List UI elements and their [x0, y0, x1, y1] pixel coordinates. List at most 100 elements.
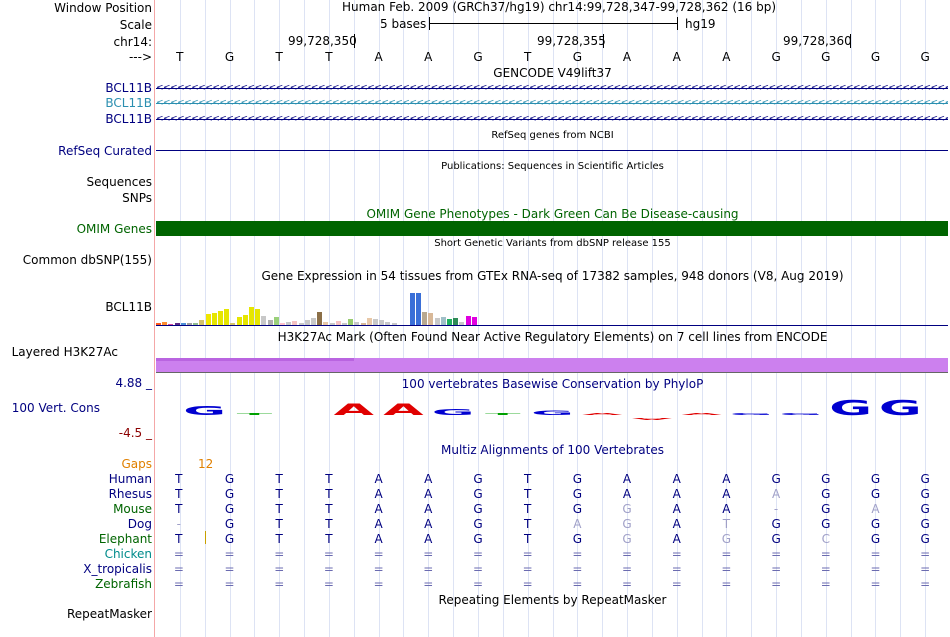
- gtex-tissue-bar[interactable]: [193, 323, 199, 325]
- gaps-label[interactable]: Gaps: [121, 457, 152, 471]
- gtex-track-title[interactable]: Gene Expression in 54 tissues from GTEx …: [261, 269, 844, 283]
- gtex-tissue-bar[interactable]: [434, 318, 440, 325]
- alignment-base: =: [920, 547, 931, 561]
- assembly-position-text[interactable]: Human Feb. 2009 (GRCh37/hg19) chr14:99,7…: [342, 0, 777, 14]
- gtex-tissue-bar[interactable]: [205, 314, 211, 325]
- omim-gene-bar[interactable]: [156, 221, 948, 236]
- species-label[interactable]: Mouse: [113, 502, 152, 516]
- gencode-label-2[interactable]: BCL11B: [105, 96, 152, 110]
- gtex-tissue-bar[interactable]: [267, 320, 273, 325]
- gtex-tissue-bar[interactable]: [224, 309, 230, 325]
- gtex-tissue-bar[interactable]: [255, 309, 261, 325]
- gtex-tissue-bar[interactable]: [354, 322, 360, 325]
- gtex-tissue-bar[interactable]: [366, 318, 372, 325]
- h3k27ac-label[interactable]: Layered H3K27Ac: [11, 345, 118, 359]
- gtex-tissue-bar[interactable]: [416, 293, 421, 325]
- cons-sequence-logo[interactable]: G T A A G T G AAA G G G G: [155, 390, 950, 430]
- gtex-tissue-bar[interactable]: [199, 320, 205, 325]
- h3k27ac-signal[interactable]: [156, 358, 948, 372]
- species-label[interactable]: X_tropicalis: [83, 562, 152, 576]
- grid-line: [801, 0, 802, 637]
- gencode-label-1[interactable]: BCL11B: [105, 81, 152, 95]
- gencode-transcript-3[interactable]: <<<<<<<<<<<<<<<<<<<<<<<<<<<<<<<<<<<<<<<<…: [156, 112, 948, 126]
- cons-logo-letter: A: [334, 400, 375, 419]
- gtex-tissue-bar[interactable]: [218, 311, 223, 325]
- gtex-tissue-bar[interactable]: [187, 323, 192, 325]
- gtex-tissue-bar[interactable]: [447, 319, 452, 325]
- gtex-tissue-bar[interactable]: [280, 323, 285, 325]
- refseq-track-title[interactable]: RefSeq genes from NCBI: [491, 130, 614, 141]
- gtex-tissue-bar[interactable]: [304, 320, 310, 325]
- gtex-baseline: [156, 325, 948, 326]
- publications-label-snps[interactable]: SNPs: [122, 191, 152, 205]
- gtex-tissue-bar[interactable]: [335, 321, 341, 325]
- gtex-bar-chart[interactable]: [156, 284, 948, 325]
- species-label[interactable]: Chicken: [104, 547, 152, 561]
- cons-track-title[interactable]: 100 vertebrates Basewise Conservation by…: [401, 377, 704, 391]
- gtex-tissue-bar[interactable]: [409, 293, 415, 325]
- refseq-gene-line[interactable]: [156, 150, 948, 151]
- gtex-tissue-bar[interactable]: [323, 322, 329, 325]
- gtex-tissue-bar[interactable]: [471, 317, 477, 325]
- gtex-tissue-bar[interactable]: [292, 321, 298, 325]
- repeatmasker-label[interactable]: RepeatMasker: [66, 607, 152, 621]
- gtex-tissue-bar[interactable]: [360, 323, 366, 325]
- alignment-base: A: [573, 517, 582, 531]
- gtex-tissue-bar[interactable]: [156, 323, 161, 325]
- gencode-transcript-2[interactable]: <<<<<<<<<<<<<<<<<<<<<<<<<<<<<<<<<<<<<<<<…: [156, 96, 948, 110]
- omim-track-title[interactable]: OMIM Gene Phenotypes - Dark Green Can Be…: [366, 207, 739, 221]
- gtex-tissue-bar[interactable]: [162, 322, 168, 325]
- gtex-tissue-bar[interactable]: [342, 323, 347, 325]
- gtex-tissue-bar[interactable]: [428, 313, 434, 325]
- gtex-tissue-bar[interactable]: [286, 322, 292, 325]
- refseq-label[interactable]: RefSeq Curated: [58, 144, 152, 158]
- species-label[interactable]: Zebrafish: [95, 577, 152, 591]
- gtex-tissue-bar[interactable]: [465, 316, 471, 325]
- gtex-tissue-bar[interactable]: [249, 307, 254, 325]
- gtex-tissue-bar[interactable]: [453, 318, 459, 325]
- gencode-track-title[interactable]: GENCODE V49lift37: [493, 66, 612, 80]
- dbsnp-track-title[interactable]: Short Genetic Variants from dbSNP releas…: [434, 238, 671, 249]
- gtex-tissue-bar[interactable]: [174, 323, 180, 325]
- reference-base: T: [523, 50, 532, 64]
- gtex-tissue-bar[interactable]: [273, 317, 279, 325]
- gtex-tissue-bar[interactable]: [168, 324, 174, 325]
- gtex-tissue-bar[interactable]: [348, 319, 354, 325]
- alignment-base: G: [473, 472, 483, 486]
- dbsnp-label[interactable]: Common dbSNP(155): [22, 253, 152, 267]
- repeatmasker-track-title[interactable]: Repeating Elements by RepeatMasker: [438, 593, 667, 607]
- gtex-tissue-bar[interactable]: [385, 322, 391, 325]
- publications-label-sequences[interactable]: Sequences: [86, 175, 152, 189]
- gtex-tissue-bar[interactable]: [379, 320, 385, 325]
- gtex-tissue-bar[interactable]: [298, 323, 304, 325]
- alignment-base: G: [771, 472, 781, 486]
- species-label[interactable]: Rhesus: [108, 487, 152, 501]
- gencode-label-3[interactable]: BCL11B: [105, 112, 152, 126]
- gtex-tissue-bar[interactable]: [422, 312, 428, 325]
- gtex-tissue-bar[interactable]: [261, 316, 267, 325]
- species-label[interactable]: Human: [108, 472, 152, 486]
- h3k27ac-track-title[interactable]: H3K27Ac Mark (Often Found Near Active Re…: [277, 330, 828, 344]
- species-label[interactable]: Elephant: [98, 532, 152, 546]
- gtex-tissue-bar[interactable]: [329, 323, 335, 325]
- coord-tick-label: 99,728,355: [537, 34, 606, 48]
- publications-track-title[interactable]: Publications: Sequences in Scientific Ar…: [441, 161, 664, 172]
- gencode-transcript-1[interactable]: <<<<<<<<<<<<<<<<<<<<<<<<<<<<<<<<<<<<<<<<…: [156, 81, 948, 95]
- gtex-tissue-bar[interactable]: [242, 315, 248, 325]
- gtex-tissue-bar[interactable]: [180, 323, 186, 325]
- gtex-tissue-bar[interactable]: [440, 317, 446, 325]
- gtex-label[interactable]: BCL11B: [105, 300, 152, 314]
- alignment-base: A: [424, 532, 433, 546]
- gtex-tissue-bar[interactable]: [311, 318, 316, 325]
- omim-label[interactable]: OMIM Genes: [76, 222, 152, 236]
- cons-label[interactable]: 100 Vert. Cons: [11, 401, 100, 415]
- gtex-tissue-bar[interactable]: [236, 317, 242, 325]
- gtex-tissue-bar[interactable]: [211, 313, 217, 325]
- gtex-tissue-bar[interactable]: [391, 323, 397, 325]
- gtex-tissue-bar[interactable]: [317, 312, 323, 325]
- multiz-track-title[interactable]: Multiz Alignments of 100 Vertebrates: [440, 443, 665, 457]
- gtex-tissue-bar[interactable]: [459, 322, 465, 325]
- gtex-tissue-bar[interactable]: [373, 319, 378, 325]
- gtex-tissue-bar[interactable]: [230, 323, 236, 325]
- species-label[interactable]: Dog: [127, 517, 152, 531]
